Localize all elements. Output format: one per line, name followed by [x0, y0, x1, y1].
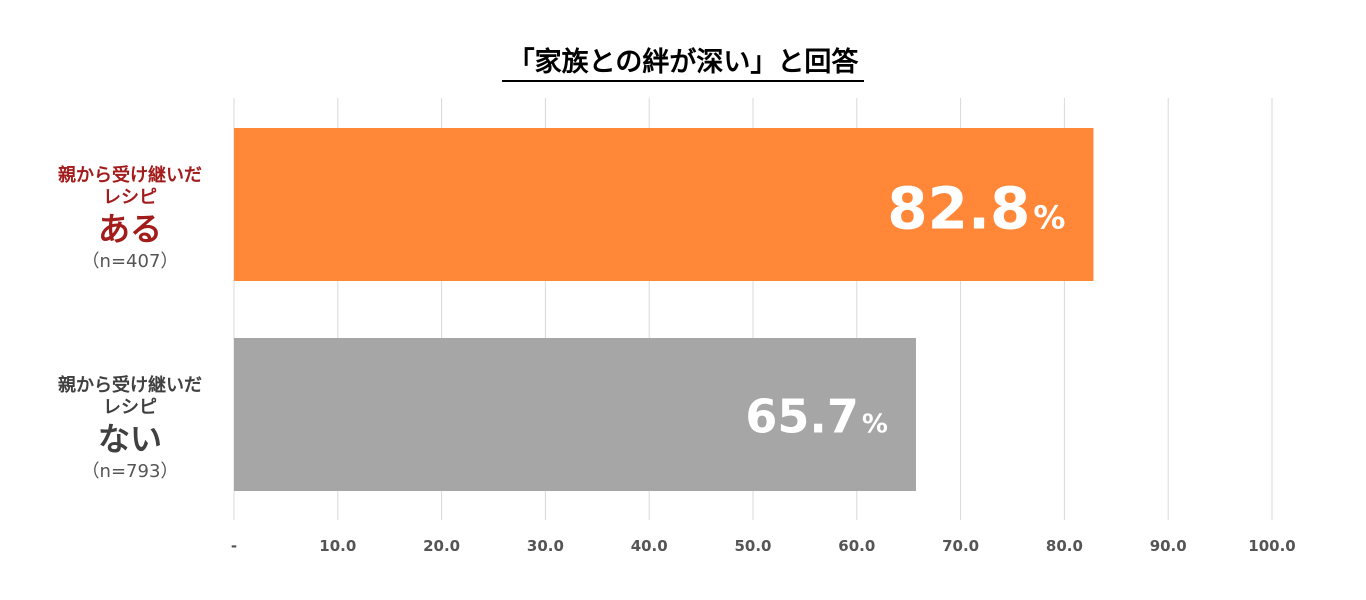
category-label-line2: レシピ [103, 187, 157, 208]
category-label-line1: 親から受け継いだ [58, 375, 202, 396]
chart-title-text: 「家族との絆が深い」と回答 [501, 47, 865, 82]
category-label-line1: 親から受け継いだ [58, 165, 202, 186]
category-sample-size: （n=793） [81, 461, 179, 482]
bar [234, 128, 1094, 281]
bars: 82.8% 65.7% [234, 128, 1094, 491]
chart-title: 「家族との絆が深い」と回答 [0, 40, 1366, 82]
category-label-without-recipe: 親から受け継いだ レシピ ない （n=793） [30, 375, 230, 485]
category-sample-size: （n=407） [81, 251, 179, 272]
x-tick-label: 100.0 [1248, 537, 1295, 555]
bar-value-label: 82.8% [887, 175, 1065, 243]
x-tick-label: 20.0 [423, 537, 460, 555]
x-tick-label: 10.0 [319, 537, 356, 555]
bar [234, 338, 916, 491]
x-tick-label: 90.0 [1150, 537, 1187, 555]
x-tick-label: 60.0 [838, 537, 875, 555]
category-label-answer: ない [97, 420, 162, 458]
x-tick-label: 80.0 [1046, 537, 1083, 555]
x-tick-label: 30.0 [527, 537, 564, 555]
bar-value-label: 65.7% [745, 390, 888, 444]
x-tick-label: 40.0 [631, 537, 668, 555]
x-tick-label: 50.0 [734, 537, 771, 555]
x-tick-label: - [231, 537, 237, 555]
category-label-line2: レシピ [103, 397, 157, 418]
x-tick-label: 70.0 [942, 537, 979, 555]
x-axis-ticks: - 10.0 20.0 30.0 40.0 50.0 60.0 70.0 80.0 90.0 100… [231, 537, 1296, 555]
category-label-answer: ある [97, 210, 162, 248]
category-label-with-recipe: 親から受け継いだ レシピ ある （n=407） [30, 165, 230, 275]
